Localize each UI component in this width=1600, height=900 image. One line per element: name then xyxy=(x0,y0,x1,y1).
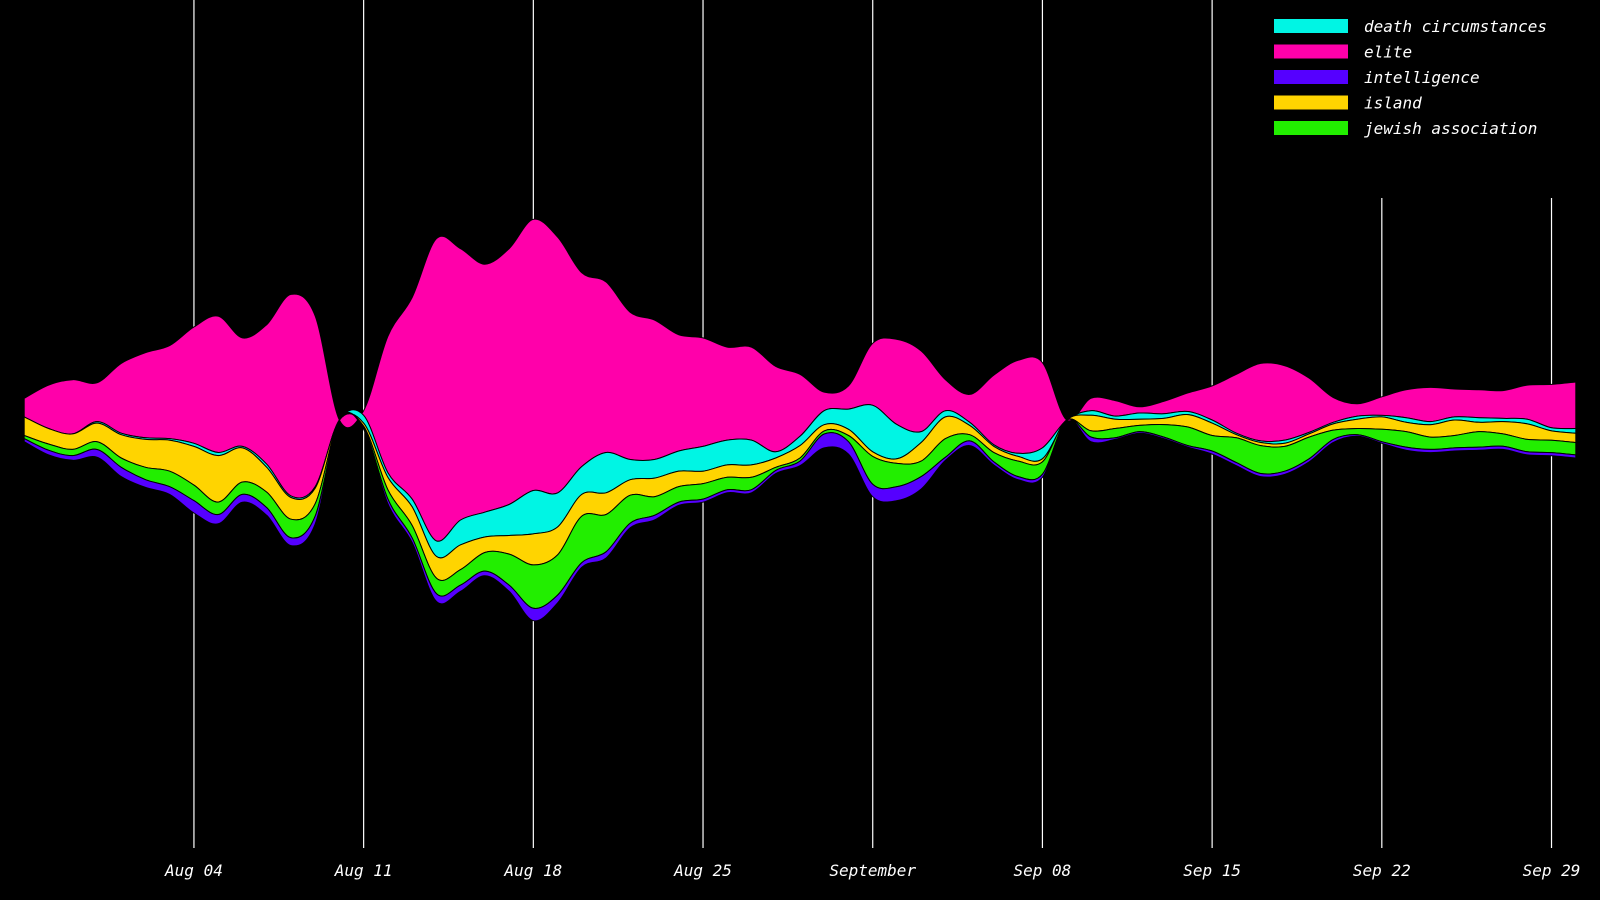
legend: death circumstances elite intelligence isla… xyxy=(1274,17,1547,138)
stream-intelligence xyxy=(23,411,1577,622)
legend-label-death-circumstances: death circumstances xyxy=(1364,17,1547,36)
legend-label-elite: elite xyxy=(1364,43,1412,62)
x-tick-label: Sep 15 xyxy=(1183,861,1241,880)
legend-swatch-island xyxy=(1274,95,1348,110)
x-tick-label: Sep 22 xyxy=(1353,861,1411,880)
x-tick-label: September xyxy=(829,861,916,880)
legend-swatch-intelligence xyxy=(1274,70,1348,84)
legend-swatch-elite xyxy=(1274,44,1348,59)
x-tick-label: Sep 08 xyxy=(1014,861,1072,880)
x-tick-label: Aug 18 xyxy=(503,861,562,880)
legend-swatch-death-circumstances xyxy=(1274,19,1348,33)
legend-label-jewish-association: jewish association xyxy=(1364,119,1537,138)
x-tick-label: Aug 04 xyxy=(164,861,223,880)
x-tick-label: Sep 29 xyxy=(1523,861,1581,880)
x-tick-label: Aug 11 xyxy=(334,861,393,880)
legend-swatch-jewish-association xyxy=(1274,121,1348,135)
legend-label-intelligence: intelligence xyxy=(1364,68,1480,87)
x-axis-tick-labels: Aug 04 Aug 11 Aug 18 Aug 25 September Sep 08 S… xyxy=(164,861,1580,880)
legend-label-island: island xyxy=(1364,94,1422,113)
stream-layers xyxy=(23,218,1577,622)
x-tick-label: Aug 25 xyxy=(673,861,732,880)
